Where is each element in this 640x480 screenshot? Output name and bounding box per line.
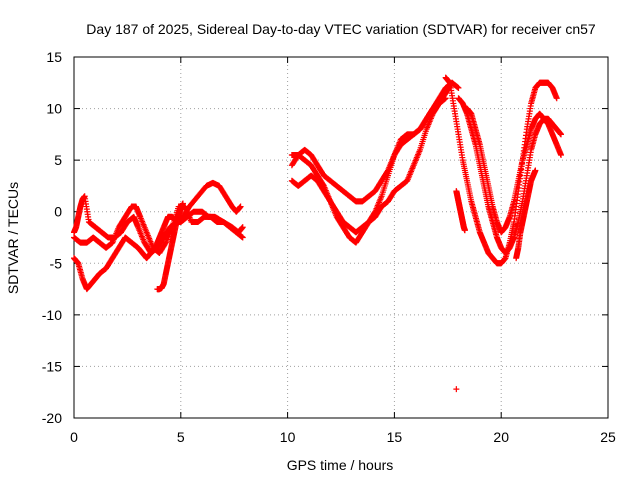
y-tick-label: 10 [46,101,62,117]
data-point [532,167,539,174]
x-tick-label: 25 [600,429,616,445]
y-tick-label: -5 [50,255,63,271]
series-track-12 [513,167,539,262]
data-point [558,131,565,138]
series-track-7 [288,79,456,236]
series-track-3 [71,203,246,256]
x-tick-label: 0 [70,429,78,445]
data-point [237,203,244,210]
data-point [558,151,565,158]
x-axis-tick-labels: 0 5 10 15 20 25 [70,429,616,445]
x-tick-label: 20 [493,429,509,445]
y-tick-label: 0 [54,204,62,220]
y-tick-label: 5 [54,152,62,168]
x-tick-label: 10 [280,429,296,445]
data-point [455,84,462,91]
series-track-4 [154,200,186,293]
data-point [239,224,246,231]
data-point [553,95,560,102]
x-tick-label: 5 [177,429,185,445]
data-point [179,200,186,207]
y-axis-tick-labels: -20 -15 -10 -5 0 5 10 15 [42,49,62,426]
grid [74,57,608,418]
series-track-10 [464,105,565,236]
y-axis-label: SDTVAR / TECUs [5,182,21,294]
data-point [453,386,460,393]
y-tick-label: -10 [42,307,62,323]
y-tick-label: 15 [46,49,62,65]
axis-ticks [73,56,609,419]
x-axis-label: GPS time / hours [287,457,394,473]
series-track-9 [455,95,565,256]
series-outlier [453,386,460,393]
series-track-11 [453,188,468,234]
data-point [239,234,246,241]
x-tick-label: 15 [387,429,403,445]
chart-title: Day 187 of 2025, Sidereal Day-to-day VTE… [86,21,596,37]
data-point [461,227,468,234]
data-points [71,74,565,393]
y-tick-label: -20 [42,410,62,426]
y-tick-label: -15 [42,358,62,374]
